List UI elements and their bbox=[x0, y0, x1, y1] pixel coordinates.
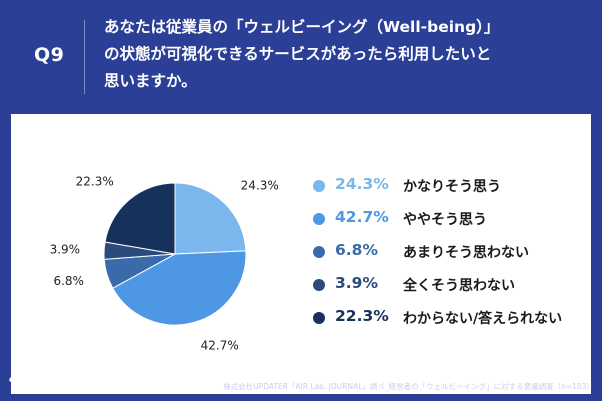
legend-dot-4 bbox=[313, 279, 325, 291]
legend-dot-2 bbox=[313, 213, 325, 225]
legend-dot-3 bbox=[313, 246, 325, 258]
brand-logo: みんなエアー bbox=[8, 370, 95, 386]
source-note: 株式会社UPDATER「AIR Lab. JOURNAL」調べ_経営者の「ウェル… bbox=[223, 382, 594, 391]
pie-label-1: 24.3% bbox=[241, 178, 279, 192]
pie-slice-5 bbox=[104, 182, 176, 255]
legend-percent-2: 42.7% bbox=[335, 208, 389, 226]
question-text: あなたは従業員の「ウェルビーイング（Well-being）」 の状態が可視化でき… bbox=[104, 14, 584, 95]
header-divider bbox=[84, 20, 85, 94]
legend-dot-5 bbox=[313, 312, 325, 324]
question-number: Q9 bbox=[34, 44, 65, 66]
pie-label-4: 3.9% bbox=[50, 243, 81, 257]
chart-legend: 24.3% かなりそう思う 42.7% ややそう思う 6.8% あまりそう思わない 3.9%… bbox=[313, 174, 583, 339]
legend-item-4: 3.9% 全くそう思わない bbox=[313, 273, 583, 306]
legend-item-5: 22.3% わからない/答えられない bbox=[313, 306, 583, 339]
legend-label-3: あまりそう思わない bbox=[403, 245, 529, 261]
question-line-3: 思いますか。 bbox=[104, 72, 197, 90]
pie-slice-1 bbox=[174, 182, 247, 255]
pie-slice-2 bbox=[112, 250, 247, 326]
legend-percent-5: 22.3% bbox=[335, 307, 389, 325]
question-line-2: の状態が可視化できるサービスがあったら利用したいと bbox=[104, 45, 492, 63]
question-header: Q9 あなたは従業員の「ウェルビーイング（Well-being）」 の状態が可視… bbox=[0, 0, 602, 112]
pie-chart: 24.3% 42.7% 6.8% 3.9% 22.3% bbox=[50, 174, 279, 352]
legend-item-3: 6.8% あまりそう思わない bbox=[313, 240, 583, 273]
legend-percent-1: 24.3% bbox=[335, 175, 389, 193]
chart-card: 24.3% 42.7% 6.8% 3.9% 22.3% 24.3% かなりそう思う 42.7… bbox=[11, 114, 591, 394]
question-line-1: あなたは従業員の「ウェルビーイング（Well-being）」 bbox=[104, 18, 500, 36]
legend-item-1: 24.3% かなりそう思う bbox=[313, 174, 583, 207]
legend-label-1: かなりそう思う bbox=[403, 179, 501, 195]
legend-percent-3: 6.8% bbox=[335, 241, 378, 259]
pie-label-5: 22.3% bbox=[76, 174, 114, 188]
legend-percent-4: 3.9% bbox=[335, 274, 378, 292]
legend-label-2: ややそう思う bbox=[403, 212, 487, 228]
pie-label-3: 6.8% bbox=[53, 274, 84, 288]
legend-dot-1 bbox=[313, 180, 325, 192]
legend-label-5: わからない/答えられない bbox=[403, 311, 563, 327]
legend-item-2: 42.7% ややそう思う bbox=[313, 207, 583, 240]
legend-label-4: 全くそう思わない bbox=[403, 278, 515, 294]
pie-label-2: 42.7% bbox=[201, 338, 239, 352]
